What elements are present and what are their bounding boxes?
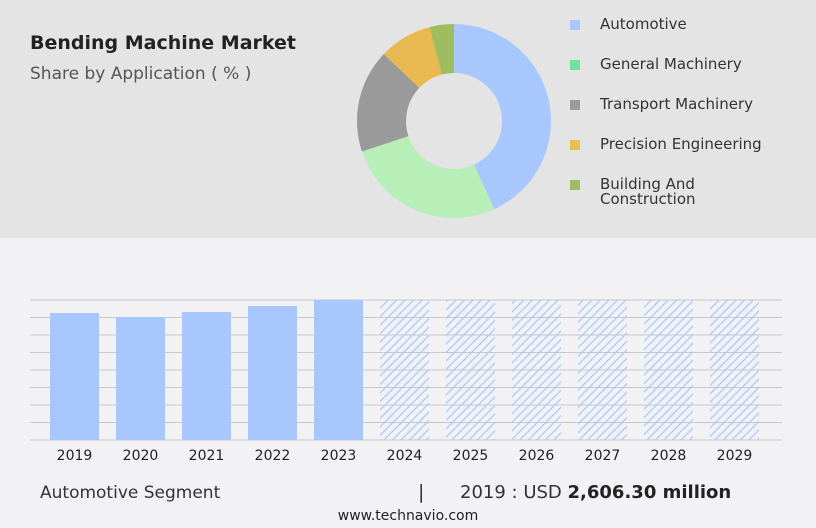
segment-label: Automotive Segment [40,483,221,503]
segment-value: 2019 : USD 2,606.30 million [460,482,731,503]
x-tick-label: 2019 [57,448,93,464]
bar-2022 [248,305,297,440]
bar-2023 [314,300,363,440]
x-tick-label: 2027 [585,448,621,464]
donut-slice-transport-machinery [357,54,420,152]
legend-label: Transport Machinery [600,95,753,113]
legend-swatch [570,100,580,110]
x-tick-label: 2022 [255,448,291,464]
forecast-bar-2028 [644,300,693,440]
legend-label: Building And Construction [600,175,696,208]
forecast-bar-2027 [578,300,627,440]
legend-label: Precision Engineering [600,135,762,153]
legend-label: General Machinery [600,55,742,73]
separator: | [418,481,425,503]
donut-slice-building-and-construction [429,24,454,75]
donut-chart [357,24,551,218]
donut-slice-automotive [454,24,551,210]
x-tick-label: 2026 [519,448,555,464]
x-tick-label: 2028 [651,448,687,464]
x-tick-label: 2029 [717,448,753,464]
donut-slice-precision-engineering [383,27,442,88]
legend-swatch [570,20,580,30]
year-label: 2019 : USD [460,482,562,503]
x-tick-label: 2025 [453,448,489,464]
x-tick-label: 2020 [123,448,159,464]
legend-swatch [570,140,580,150]
bar-2020 [116,317,165,440]
forecast-bar-2024 [380,300,429,440]
donut-slice-general-machinery [361,136,495,218]
chart-subtitle: Share by Application ( % ) [30,64,252,84]
forecast-bar-2026 [512,300,561,440]
bar-chart: 2019 2020 2021 2022 2023 2024 2025 2026 2027 2028… [30,299,782,464]
chart-title: Bending Machine Market [30,32,296,54]
bar-2019 [50,312,99,440]
forecast-bar-2025 [446,300,495,440]
source-link[interactable]: www.technavio.com [337,508,479,524]
forecast-bar-2029 [710,300,759,440]
bar-2021 [182,311,231,440]
x-tick-label: 2023 [321,448,357,464]
x-tick-label: 2021 [189,448,225,464]
x-tick-label: 2024 [387,448,423,464]
value-amount: 2,606.30 million [567,482,732,503]
legend-swatch [570,180,580,190]
legend-swatch [570,60,580,70]
legend-label: Automotive [600,15,687,33]
